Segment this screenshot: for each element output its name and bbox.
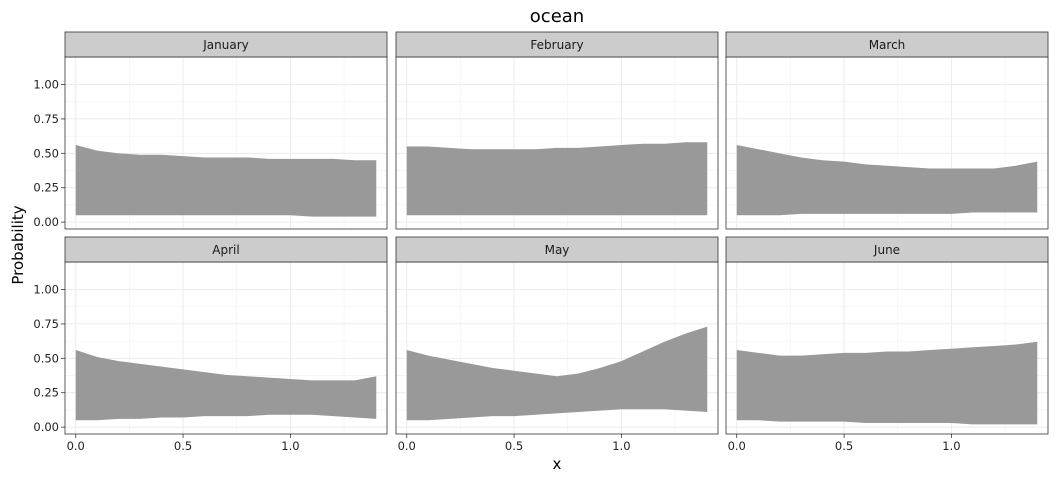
facet-panel-january: January 0.00 0.25 0.50 0.75 1.00 <box>33 31 388 230</box>
probability-band <box>406 142 708 216</box>
facet-strip <box>395 31 719 58</box>
facet-strip-label: May <box>545 243 570 257</box>
facet-panel-may: May 0.0 0.5 1.0 <box>395 236 719 453</box>
facet-strip-label: February <box>530 38 583 52</box>
x-tick-label: 0.0 <box>398 439 416 453</box>
y-tick-label: 0.25 <box>33 181 59 195</box>
probability-band <box>406 326 708 421</box>
facet-strip <box>725 236 1049 263</box>
x-tick-label: 0.0 <box>67 439 85 453</box>
facet-panels: January 0.00 0.25 0.50 0.75 1.00 February March… <box>33 31 1049 453</box>
facet-panel-april: April 0.00 0.25 0.50 0.75 1.00 0.0 0.5 1.0 <box>33 236 388 453</box>
facet-strip-label: March <box>869 38 906 52</box>
probability-band <box>75 350 377 421</box>
probability-band <box>736 145 1038 216</box>
facet-strip-label: January <box>202 38 249 52</box>
facet-strip-label: June <box>873 243 900 257</box>
facet-panel-june: June 0.0 0.5 1.0 <box>725 236 1049 453</box>
y-tick-label: 0.50 <box>33 351 59 365</box>
probability-band <box>75 145 377 217</box>
y-tick-label: 1.00 <box>33 78 59 92</box>
y-tick-label: 0.00 <box>33 420 59 434</box>
x-tick-label: 1.0 <box>942 439 960 453</box>
y-tick-label: 0.25 <box>33 386 59 400</box>
facet-strip <box>725 31 1049 58</box>
y-tick-label: 0.75 <box>33 112 59 126</box>
facet-panel-february: February <box>395 31 719 230</box>
facet-strip-label: April <box>212 243 239 257</box>
facet-panel-march: March <box>725 31 1049 230</box>
chart-title: ocean <box>530 6 584 27</box>
x-tick-label: 0.0 <box>728 439 746 453</box>
x-tick-label: 1.0 <box>612 439 630 453</box>
x-tick-label: 0.5 <box>835 439 853 453</box>
x-tick-label: 0.5 <box>174 439 192 453</box>
x-axis-title: x <box>553 455 562 473</box>
facet-strip <box>64 236 388 263</box>
y-tick-label: 1.00 <box>33 283 59 297</box>
y-tick-label: 0.00 <box>33 215 59 229</box>
y-tick-label: 0.75 <box>33 317 59 331</box>
facet-strip <box>64 31 388 58</box>
y-axis-title: Probability <box>9 205 27 284</box>
y-tick-label: 0.50 <box>33 146 59 160</box>
facet-strip <box>395 236 719 263</box>
x-tick-label: 1.0 <box>281 439 299 453</box>
x-tick-label: 0.5 <box>505 439 523 453</box>
probability-band <box>736 341 1038 425</box>
